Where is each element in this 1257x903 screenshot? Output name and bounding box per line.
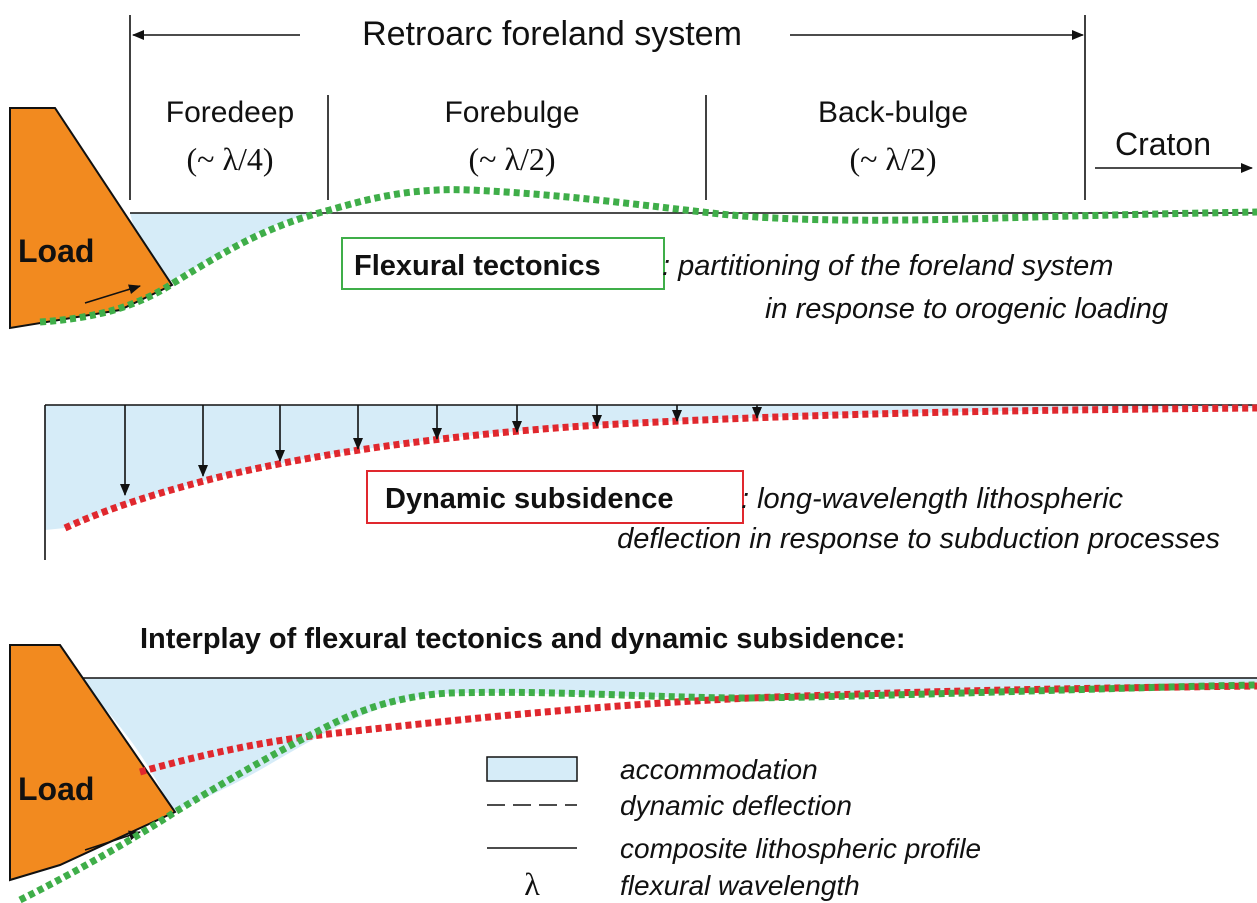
zone-fraction: (~ λ/4) [186, 141, 273, 177]
composite-profile [18, 681, 1257, 903]
zone-name: Back-bulge [818, 96, 968, 129]
load-arrow [84, 284, 141, 304]
interplay-panel: Interplay of flexural tectonics and dyna… [9, 623, 1257, 903]
caption-line: deflection in response to subduction pro… [617, 523, 1220, 555]
subsidence-arrows [120, 405, 762, 496]
load-label: Load [18, 771, 94, 807]
zone-name: Foredeep [166, 96, 294, 129]
zone-name: Forebulge [444, 96, 579, 129]
zone-fraction: (~ λ/2) [468, 141, 555, 177]
zone-fraction: (~ λ/2) [849, 141, 936, 177]
load [9, 644, 177, 882]
dynamic-panel: Dynamic subsidence : long-wavelength lit… [44, 404, 1257, 560]
legend-symbol: λ [524, 866, 540, 902]
accommodation-fill [75, 678, 1257, 812]
legend-swatch [486, 756, 578, 782]
caption-term: Flexural tectonics [354, 250, 601, 282]
caption-line: : partitioning of the foreland system [662, 250, 1113, 282]
dynamic-profile [63, 404, 1257, 532]
craton: Craton [1115, 126, 1211, 162]
legend-label: accommodation [620, 754, 818, 785]
caption-line: : long-wavelength lithospheric [741, 483, 1124, 515]
load [9, 107, 174, 330]
legend-label: dynamic deflection [620, 790, 852, 821]
legend-label: composite lithospheric profile [620, 833, 981, 864]
flexural-panel: Retroarc foreland system Foredeep (~ λ/4… [9, 15, 1257, 330]
dynamic-profile [139, 682, 1257, 776]
caption-term: Dynamic subsidence [385, 483, 674, 515]
caption-line: in response to orogenic loading [765, 293, 1168, 325]
term-box [366, 470, 744, 524]
accommodation-fill [45, 405, 1257, 530]
load-label: Load [18, 233, 94, 269]
term-box [341, 237, 665, 290]
interplay-title: Interplay of flexural tectonics and dyna… [140, 623, 905, 655]
load-arrow [84, 830, 141, 851]
flexural-profile [39, 186, 1257, 326]
legend-label: flexural wavelength [620, 870, 860, 901]
header: Retroarc foreland system [362, 15, 742, 53]
